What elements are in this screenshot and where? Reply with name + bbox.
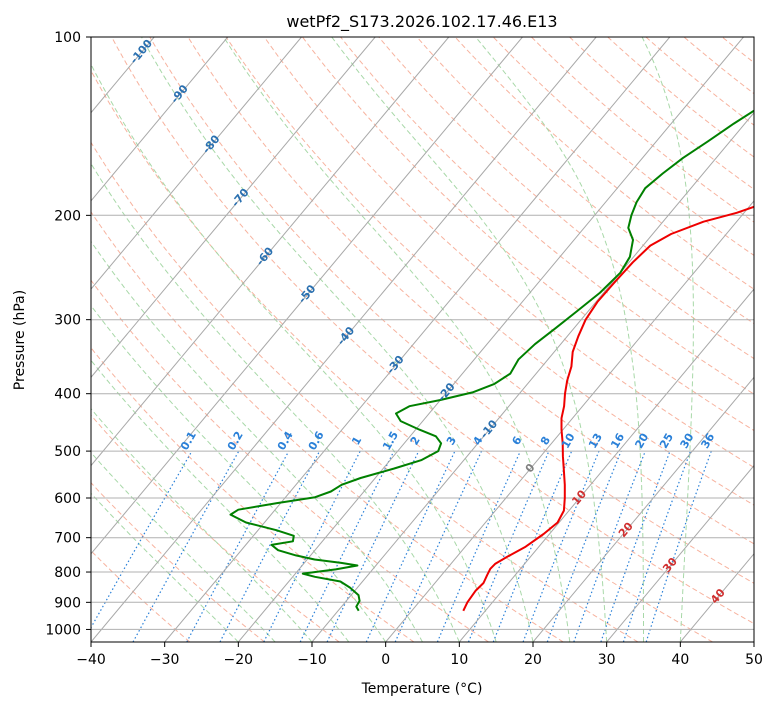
x-tick-label: −30 (150, 652, 180, 668)
y-tick-label: 900 (54, 595, 81, 611)
x-tick-label: 20 (524, 652, 542, 668)
y-tick-label: 100 (54, 30, 81, 46)
y-tick-label: 700 (54, 531, 81, 547)
x-tick-label: −10 (297, 652, 327, 668)
x-tick-label: 40 (671, 652, 689, 668)
x-tick-label: 10 (450, 652, 468, 668)
x-tick-label: 30 (598, 652, 616, 668)
y-tick-label: 500 (54, 444, 81, 460)
y-tick-label: 800 (54, 565, 81, 581)
x-tick-label: −20 (224, 652, 254, 668)
x-tick-label: −40 (76, 652, 106, 668)
y-tick-label: 200 (54, 208, 81, 224)
y-tick-label: 1000 (45, 622, 81, 638)
x-tick-label: 50 (745, 652, 763, 668)
x-axis-label: Temperature (°C) (361, 681, 483, 697)
y-tick-label: 600 (54, 491, 81, 507)
y-tick-label: 400 (54, 387, 81, 403)
y-tick-label: 300 (54, 313, 81, 329)
y-axis-label: Pressure (hPa) (12, 290, 28, 390)
chart-title: wetPf2_S173.2026.102.17.46.E13 (286, 12, 557, 32)
x-tick-label: 0 (381, 652, 390, 668)
